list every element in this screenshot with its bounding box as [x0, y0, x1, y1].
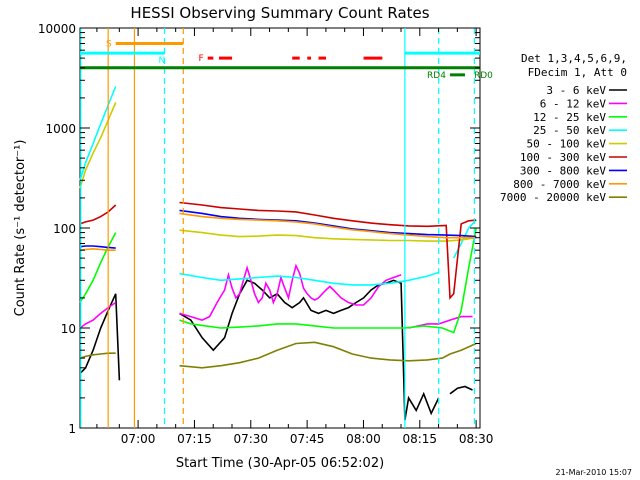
- legend-label-3: 25 - 50 keV: [533, 124, 606, 137]
- legend-label-5: 100 - 300 keV: [520, 151, 606, 164]
- flag-label-10: RD4: [427, 71, 446, 81]
- y-tick-label-3: 1000: [45, 122, 76, 136]
- x-tick-label-0: 07:00: [121, 432, 156, 446]
- plot-frame: [79, 27, 481, 429]
- legend-header-line-2: FDecim 1, Att 0: [528, 66, 627, 79]
- x-axis: 07:00 07:15 07:30 07:45 08:00 08:15 08:30: [96, 28, 494, 446]
- series-line-2: [79, 227, 477, 334]
- y-tick-label-1: 10: [61, 322, 76, 336]
- x-axis-label: Start Time (30-Apr-05 06:52:02): [176, 456, 384, 471]
- y-axis: 1 10 100 1000 10000: [38, 22, 480, 436]
- series-line-5: [79, 201, 477, 300]
- y-tick-label-4: 10000: [38, 22, 76, 36]
- series-line-4: [79, 102, 477, 242]
- x-tick-label-5: 08:15: [402, 432, 437, 446]
- legend-label-8: 7000 - 20000 keV: [500, 191, 606, 204]
- x-tick-label-1: 07:15: [177, 432, 212, 446]
- y-tick-label-2: 100: [53, 222, 76, 236]
- series-line-7: [79, 212, 477, 251]
- series-line-8: [79, 341, 477, 369]
- x-tick-label-2: 07:30: [233, 432, 268, 446]
- series-line-1: [79, 263, 473, 329]
- legend-label-6: 300 - 800 keV: [520, 164, 606, 177]
- timestamp: 21-Mar-2010 15:07: [556, 468, 633, 477]
- legend-label-1: 6 - 12 keV: [540, 97, 607, 110]
- flag-label-1: N: [159, 56, 166, 66]
- series-line-0: [79, 279, 473, 421]
- legend: Det 1,3,4,5,6,9, FDecim 1, Att 0 3 - 6 k…: [500, 52, 627, 204]
- flag-label-3: F: [199, 54, 204, 64]
- legend-label-2: 12 - 25 keV: [533, 111, 606, 124]
- series-line-3: [79, 86, 477, 286]
- x-tick-label-6: 08:30: [459, 432, 494, 446]
- plot-area: S N F RD0 RD4: [79, 27, 493, 429]
- flag-label-0: S: [106, 39, 112, 49]
- y-tick-label-0: 1: [68, 422, 76, 436]
- flag-label-9: RD0: [474, 71, 493, 81]
- legend-header-line-1: Det 1,3,4,5,6,9,: [521, 52, 627, 65]
- legend-label-7: 800 - 7000 keV: [513, 178, 606, 191]
- legend-label-4: 50 - 100 keV: [527, 138, 607, 151]
- y-axis-label: Count Rate (s⁻¹ detector⁻¹): [13, 140, 28, 317]
- legend-label-0: 3 - 6 keV: [546, 84, 606, 97]
- x-tick-label-3: 07:45: [290, 432, 325, 446]
- series-line-6: [79, 209, 477, 249]
- chart-title: HESSI Observing Summary Count Rates: [130, 4, 429, 22]
- x-tick-label-4: 08:00: [346, 432, 381, 446]
